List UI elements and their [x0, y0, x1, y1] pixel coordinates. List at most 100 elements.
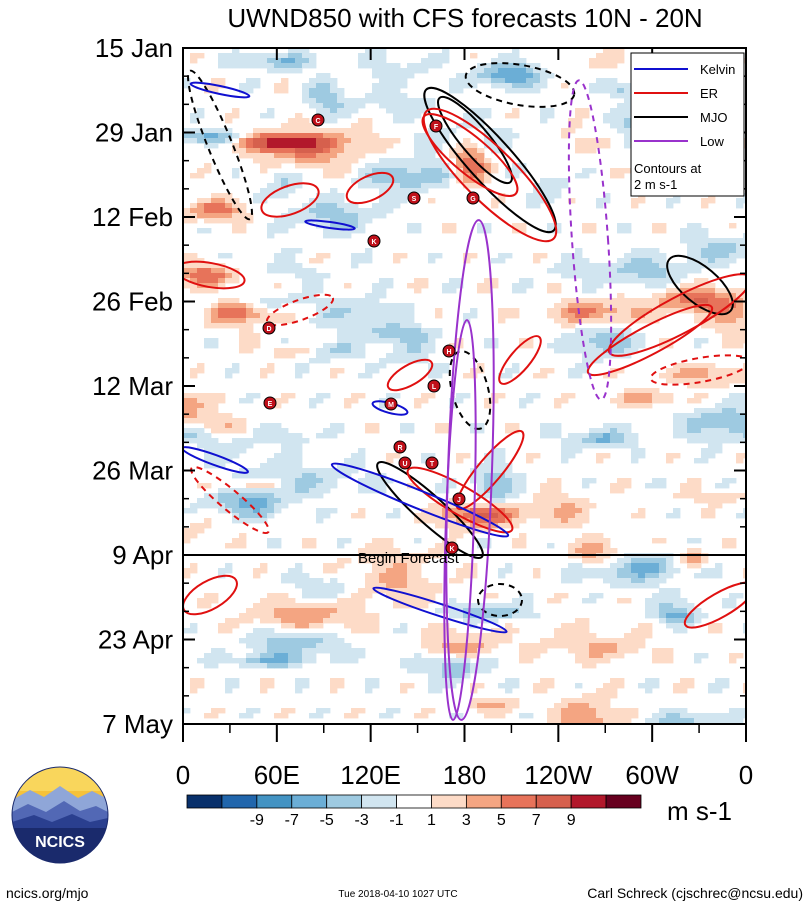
- field-cell: [386, 578, 394, 584]
- field-cell: [519, 58, 527, 64]
- field-cell: [715, 718, 723, 724]
- field-cell: [428, 173, 436, 179]
- field-cell: [589, 478, 597, 484]
- field-cell: [197, 213, 205, 219]
- field-cell: [337, 538, 345, 544]
- field-cell: [400, 163, 408, 169]
- field-cell: [414, 183, 422, 189]
- field-cell: [456, 658, 464, 664]
- field-cell: [652, 478, 660, 484]
- field-cell: [673, 378, 681, 384]
- field-cell: [554, 308, 562, 314]
- field-cell: [246, 608, 254, 614]
- field-cell: [561, 318, 569, 324]
- field-cell: [288, 648, 296, 654]
- field-cell: [519, 513, 527, 519]
- field-cell: [372, 318, 380, 324]
- field-cell: [386, 193, 394, 199]
- field-cell: [736, 513, 744, 519]
- field-cell: [666, 453, 674, 459]
- field-cell: [470, 473, 478, 479]
- begin-forecast-label: Begin Forecast: [358, 550, 460, 567]
- field-cell: [379, 578, 387, 584]
- field-cell: [603, 423, 611, 429]
- field-cell: [652, 648, 660, 654]
- field-cell: [435, 158, 443, 164]
- field-cell: [295, 483, 303, 489]
- field-cell: [554, 318, 562, 324]
- field-cell: [302, 363, 310, 369]
- field-cell: [575, 713, 583, 719]
- field-cell: [274, 468, 282, 474]
- field-cell: [267, 113, 275, 119]
- field-cell: [239, 618, 247, 624]
- field-cell: [225, 543, 233, 549]
- field-cell: [470, 373, 478, 379]
- field-cell: [624, 443, 632, 449]
- field-cell: [211, 598, 219, 604]
- field-cell: [456, 143, 464, 149]
- field-cell: [302, 583, 310, 589]
- field-cell: [582, 708, 590, 714]
- field-cell: [743, 623, 746, 629]
- field-cell: [673, 268, 681, 274]
- field-cell: [743, 398, 746, 404]
- field-cell: [603, 63, 611, 69]
- field-cell: [680, 423, 688, 429]
- field-cell: [652, 283, 660, 289]
- field-cell: [631, 403, 639, 409]
- field-cell: [680, 428, 688, 434]
- field-cell: [393, 313, 401, 319]
- field-cell: [288, 443, 296, 449]
- field-cell: [281, 503, 289, 509]
- field-cell: [197, 113, 205, 119]
- field-cell: [316, 203, 324, 209]
- field-cell: [400, 623, 408, 629]
- field-cell: [386, 318, 394, 324]
- field-cell: [309, 273, 317, 279]
- field-cell: [358, 208, 366, 214]
- field-cell: [393, 73, 401, 79]
- field-cell: [372, 168, 380, 174]
- colorbar-swatch: [500, 794, 537, 809]
- field-cell: [505, 493, 513, 499]
- field-cell: [603, 693, 611, 699]
- field-cell: [505, 508, 513, 514]
- field-cell: [267, 593, 275, 599]
- field-cell: [267, 508, 275, 514]
- field-cell: [204, 658, 212, 664]
- field-cell: [295, 473, 303, 479]
- field-cell: [554, 633, 562, 639]
- field-cell: [673, 363, 681, 369]
- field-cell: [351, 628, 359, 634]
- field-cell: [246, 438, 254, 444]
- field-cell: [729, 403, 737, 409]
- field-cell: [743, 333, 746, 339]
- field-cell: [239, 538, 247, 544]
- field-cell: [442, 283, 450, 289]
- field-cell: [589, 58, 597, 64]
- field-cell: [309, 473, 317, 479]
- field-cell: [463, 608, 471, 614]
- field-cell: [659, 263, 667, 269]
- field-cell: [435, 173, 443, 179]
- field-cell: [617, 53, 625, 59]
- field-cell: [372, 478, 380, 484]
- field-cell: [365, 258, 373, 264]
- field-cell: [330, 643, 338, 649]
- field-cell: [421, 398, 429, 404]
- field-cell: [288, 653, 296, 659]
- field-cell: [498, 613, 506, 619]
- field-cell: [309, 138, 317, 144]
- field-cell: [603, 343, 611, 349]
- field-cell: [337, 228, 345, 234]
- field-cell: [386, 478, 394, 484]
- field-cell: [232, 208, 240, 214]
- colorbar-swatch: [535, 794, 572, 809]
- field-cell: [589, 308, 597, 314]
- field-cell: [617, 398, 625, 404]
- field-cell: [281, 338, 289, 344]
- field-cell: [302, 53, 310, 59]
- field-cell: [274, 598, 282, 604]
- field-cell: [372, 563, 380, 569]
